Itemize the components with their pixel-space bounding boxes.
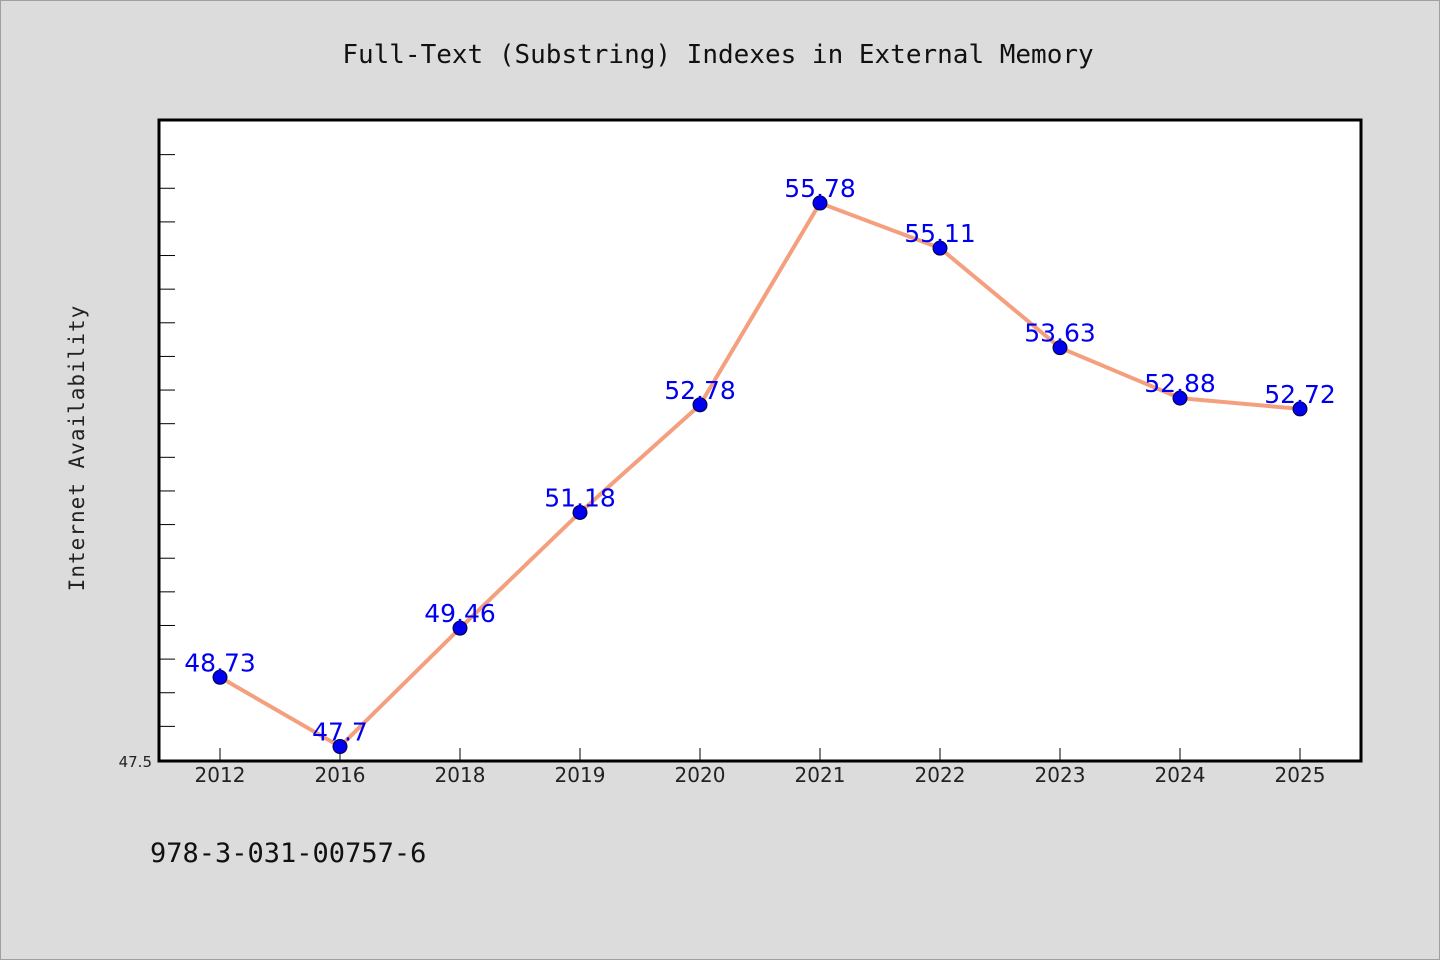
- x-tick-label: 2016: [315, 763, 366, 787]
- x-tick-label: 2019: [555, 763, 606, 787]
- plot-area: [157, 118, 1363, 763]
- x-tick-label: 2020: [675, 763, 726, 787]
- x-tick-label: 2021: [795, 763, 846, 787]
- data-label: 47.7: [312, 718, 368, 747]
- chart-title: Full-Text (Substring) Indexes in Externa…: [342, 40, 1093, 70]
- data-point: [1172, 390, 1188, 406]
- data-label: 55.78: [784, 174, 856, 203]
- y-axis-label: Internet Availability: [65, 305, 89, 592]
- data-point: [1052, 340, 1068, 356]
- data-label: 52.88: [1144, 369, 1216, 398]
- y-tick-label: 47.5: [119, 753, 152, 771]
- data-point: [332, 739, 348, 755]
- data-label: 52.72: [1264, 380, 1336, 409]
- data-label: 53.63: [1024, 319, 1096, 348]
- data-label: 55.11: [904, 219, 976, 248]
- data-point: [452, 620, 468, 636]
- data-label: 49.46: [424, 599, 496, 628]
- series-line: [218, 201, 1302, 749]
- x-tick-label: 2022: [915, 763, 966, 787]
- data-label: 52.78: [664, 376, 736, 405]
- x-tick-label: 2018: [435, 763, 486, 787]
- x-tick-label: 2012: [195, 763, 246, 787]
- data-point: [1292, 401, 1308, 417]
- series-layer: 48.73 47.7 49.46 51.18 52.78 55.78 55.11 53.63 5…: [184, 174, 1336, 755]
- x-axis-ticks: 2012 2016 2018 2019 2020 2021 2022 2023 2024 2025: [195, 748, 1326, 787]
- y-minor-ticks: [160, 120, 175, 761]
- data-point: [212, 669, 228, 685]
- x-tick-label: 2023: [1035, 763, 1086, 787]
- x-tick-label: 2024: [1155, 763, 1206, 787]
- data-point: [812, 195, 828, 211]
- isbn-footer: 978-3-031-00757-6: [150, 838, 426, 869]
- data-point: [572, 504, 588, 520]
- data-label: 48.73: [184, 648, 256, 677]
- data-point: [692, 397, 708, 413]
- data-label: 51.18: [544, 483, 616, 512]
- x-tick-label: 2025: [1275, 763, 1326, 787]
- data-point: [932, 240, 948, 256]
